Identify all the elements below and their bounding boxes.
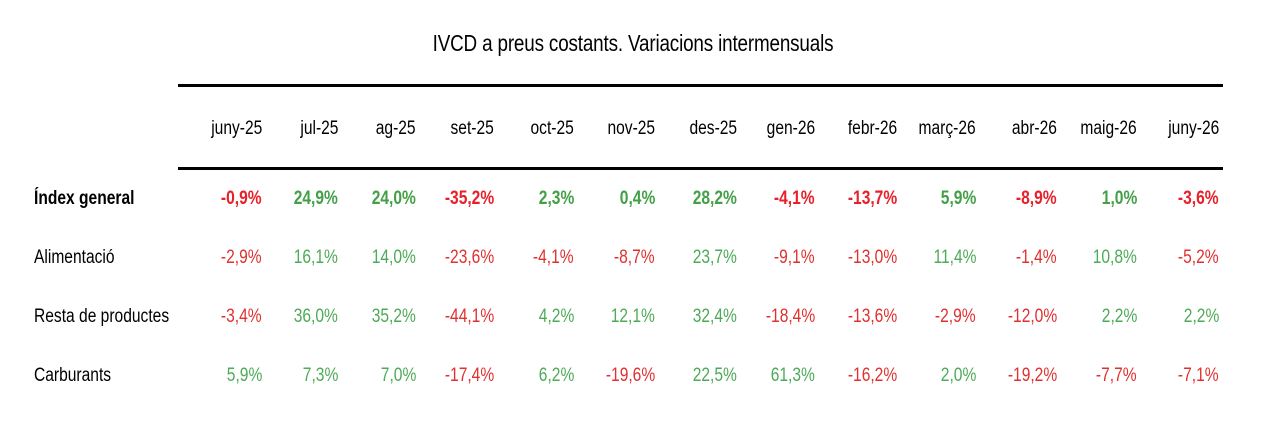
table-cell: -13,6%	[847, 306, 897, 327]
column-header: des-25	[689, 118, 737, 139]
row-label: Resta de productes	[34, 306, 170, 327]
table-cell: -35,2%	[444, 188, 494, 209]
table-cell: -8,9%	[1016, 188, 1057, 209]
table-cell: 23,7%	[692, 247, 737, 268]
table-cell: 2,0%	[940, 365, 976, 386]
table-cell: 2,3%	[538, 188, 574, 209]
table-cell: -9,1%	[774, 247, 815, 268]
table-cell: 12,1%	[610, 306, 655, 327]
table-cell: -44,1%	[444, 306, 494, 327]
table-cell: 4,2%	[538, 306, 574, 327]
table-cell: -2,9%	[935, 306, 976, 327]
table-cell: -19,6%	[605, 365, 655, 386]
table-cell: -17,4%	[444, 365, 494, 386]
table-cell: -18,4%	[765, 306, 815, 327]
table-cell: -7,7%	[1096, 365, 1137, 386]
column-header: set-25	[450, 118, 494, 139]
table-cell: 2,2%	[1183, 306, 1219, 327]
column-header: maig-26	[1080, 118, 1137, 139]
table-cell: -16,2%	[847, 365, 897, 386]
column-header: abr-26	[1011, 118, 1057, 139]
table-cell: -12,0%	[1007, 306, 1057, 327]
table-cell: 61,3%	[770, 365, 815, 386]
table-cell: 0,4%	[619, 188, 655, 209]
table-cell: 2,2%	[1101, 306, 1137, 327]
table-cell: 5,9%	[940, 188, 976, 209]
table-cell: -2,9%	[221, 247, 262, 268]
column-header: ag-25	[376, 118, 416, 139]
table-cell: 32,4%	[692, 306, 737, 327]
header-rule	[178, 167, 1223, 170]
column-header: nov-25	[607, 118, 655, 139]
table-cell: 1,0%	[1101, 188, 1137, 209]
table-cell: 11,4%	[932, 247, 976, 268]
row-label: Índex general	[34, 188, 135, 209]
row-label: Carburants	[34, 365, 112, 386]
table-cell: -8,7%	[614, 247, 655, 268]
table-cell: 22,5%	[692, 365, 737, 386]
table-cell: 36,0%	[293, 306, 338, 327]
column-header: jul-25	[299, 118, 338, 139]
column-header: juny-25	[210, 118, 262, 139]
table-cell: -0,9%	[221, 188, 262, 209]
table-cell: -23,6%	[444, 247, 494, 268]
table-cell: 24,9%	[293, 188, 338, 209]
column-header: gen-26	[766, 118, 815, 139]
table-cell: 5,9%	[226, 365, 262, 386]
column-header: febr-26	[847, 118, 897, 139]
table-cell: 28,2%	[692, 188, 737, 209]
table-cell: 10,8%	[1092, 247, 1137, 268]
top-rule	[178, 84, 1223, 87]
row-label: Alimentació	[34, 247, 115, 268]
table-cell: -13,0%	[847, 247, 897, 268]
table-cell: 35,2%	[371, 306, 416, 327]
table-cell: 16,1%	[293, 247, 338, 268]
column-header: oct-25	[530, 118, 574, 139]
column-header: juny-26	[1167, 118, 1219, 139]
table-cell: -13,7%	[847, 188, 897, 209]
table-cell: -7,1%	[1178, 365, 1219, 386]
table-cell: -19,2%	[1007, 365, 1057, 386]
table-cell: -5,2%	[1178, 247, 1219, 268]
table-cell: -3,4%	[221, 306, 262, 327]
table-cell: 7,0%	[380, 365, 416, 386]
table-cell: 6,2%	[538, 365, 574, 386]
table-cell: -4,1%	[774, 188, 815, 209]
table-cell: -3,6%	[1178, 188, 1219, 209]
table-cell: 7,3%	[302, 365, 338, 386]
column-header: març-26	[918, 118, 976, 139]
table-cell: -4,1%	[533, 247, 574, 268]
table-cell: -1,4%	[1016, 247, 1057, 268]
table-cell: 24,0%	[371, 188, 416, 209]
table-cell: 14,0%	[371, 247, 416, 268]
table-title: IVCD a preus costants. Variacions interm…	[432, 30, 834, 56]
